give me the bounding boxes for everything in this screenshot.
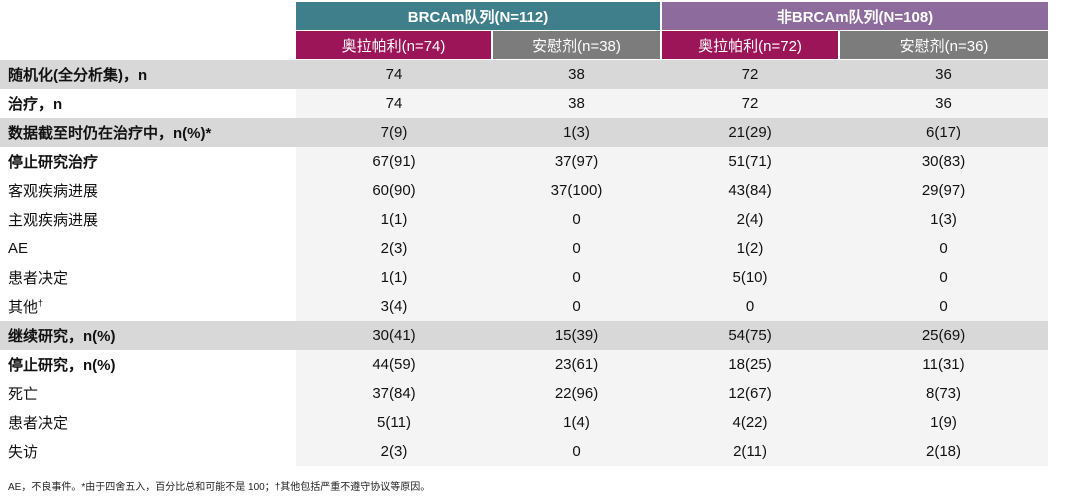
brcam-placebo-header: 安慰剂(n=38) bbox=[490, 30, 662, 60]
row-label: 其他† bbox=[0, 292, 296, 321]
cell-value: 2(3) bbox=[296, 437, 492, 466]
table-row: 客观疾病进展 60(90) 37(100) 43(84) 29(97) bbox=[0, 176, 1049, 205]
cell-value: 74 bbox=[296, 89, 492, 118]
cell-value: 36 bbox=[839, 59, 1049, 89]
cell-value: 5(10) bbox=[661, 263, 840, 292]
cell-value: 1(2) bbox=[661, 234, 840, 263]
table-row: 随机化(全分析集)，n 74 38 72 36 bbox=[0, 59, 1049, 89]
row-label: 停止研究，n(%) bbox=[0, 350, 296, 379]
row-label: 数据截至时仍在治疗中，n(%)* bbox=[0, 118, 296, 147]
cell-value: 4(22) bbox=[661, 408, 840, 437]
non-brcam-olaparib-header: 奥拉帕利(n=72) bbox=[660, 30, 840, 60]
table-row: 死亡 37(84) 22(96) 12(67) 8(73) bbox=[0, 379, 1049, 408]
cell-value: 2(18) bbox=[839, 437, 1049, 466]
table-row: 治疗，n 74 38 72 36 bbox=[0, 89, 1049, 118]
cell-value: 0 bbox=[492, 437, 662, 466]
cell-value: 72 bbox=[661, 89, 840, 118]
cell-value: 0 bbox=[839, 292, 1049, 321]
cell-value: 51(71) bbox=[661, 147, 840, 176]
cell-value: 1(4) bbox=[492, 408, 662, 437]
cell-value: 44(59) bbox=[296, 350, 492, 379]
cell-value: 0 bbox=[839, 263, 1049, 292]
cell-value: 0 bbox=[492, 205, 662, 234]
row-label: 患者决定 bbox=[0, 408, 296, 437]
results-table: BRCAm队列(N=112) 非BRCAm队列(N=108) 奥拉帕利(n=74… bbox=[0, 2, 1049, 466]
table-row: AE 2(3) 0 1(2) 0 bbox=[0, 234, 1049, 263]
non-brcam-cohort-header: 非BRCAm队列(N=108) bbox=[660, 2, 1049, 31]
cell-value: 3(4) bbox=[296, 292, 492, 321]
table-row: 其他† 3(4) 0 0 0 bbox=[0, 292, 1049, 321]
cell-value: 37(84) bbox=[296, 379, 492, 408]
cell-value: 7(9) bbox=[296, 118, 492, 147]
cell-value: 38 bbox=[492, 89, 662, 118]
header-blank bbox=[0, 30, 296, 60]
cell-value: 37(100) bbox=[492, 176, 662, 205]
table-row: 停止研究，n(%) 44(59) 23(61) 18(25) 11(31) bbox=[0, 350, 1049, 379]
cell-value: 18(25) bbox=[661, 350, 840, 379]
table-row: 继续研究，n(%) 30(41) 15(39) 54(75) 25(69) bbox=[0, 321, 1049, 350]
cell-value: 23(61) bbox=[492, 350, 662, 379]
cell-value: 2(3) bbox=[296, 234, 492, 263]
cell-value: 15(39) bbox=[492, 321, 662, 350]
cell-value: 60(90) bbox=[296, 176, 492, 205]
cell-value: 37(97) bbox=[492, 147, 662, 176]
cell-value: 25(69) bbox=[839, 321, 1049, 350]
cell-value: 72 bbox=[661, 59, 840, 89]
row-label: 继续研究，n(%) bbox=[0, 321, 296, 350]
row-label: 患者决定 bbox=[0, 263, 296, 292]
cell-value: 11(31) bbox=[839, 350, 1049, 379]
cell-value: 2(11) bbox=[661, 437, 840, 466]
cell-value: 0 bbox=[661, 292, 840, 321]
cell-value: 21(29) bbox=[661, 118, 840, 147]
subgroup-header-row: 奥拉帕利(n=74) 安慰剂(n=38) 奥拉帕利(n=72) 安慰剂(n=36… bbox=[0, 30, 1049, 60]
table-row: 失访 2(3) 0 2(11) 2(18) bbox=[0, 437, 1049, 466]
cell-value: 0 bbox=[492, 234, 662, 263]
cell-value: 43(84) bbox=[661, 176, 840, 205]
non-brcam-placebo-header: 安慰剂(n=36) bbox=[838, 30, 1049, 60]
table-row: 数据截至时仍在治疗中，n(%)* 7(9) 1(3) 21(29) 6(17) bbox=[0, 118, 1049, 147]
row-label: 主观疾病进展 bbox=[0, 205, 296, 234]
cell-value: 2(4) bbox=[661, 205, 840, 234]
row-label: 停止研究治疗 bbox=[0, 147, 296, 176]
header-blank bbox=[0, 2, 296, 31]
cell-value: 5(11) bbox=[296, 408, 492, 437]
row-label: 随机化(全分析集)，n bbox=[0, 59, 296, 89]
row-label: AE bbox=[0, 234, 296, 263]
cell-value: 1(1) bbox=[296, 263, 492, 292]
brcam-olaparib-header: 奥拉帕利(n=74) bbox=[296, 30, 492, 60]
row-label-text: 其他 bbox=[8, 299, 39, 316]
cell-value: 30(83) bbox=[839, 147, 1049, 176]
cell-value: 36 bbox=[839, 89, 1049, 118]
cell-value: 38 bbox=[492, 59, 662, 89]
row-label: 客观疾病进展 bbox=[0, 176, 296, 205]
row-label: 死亡 bbox=[0, 379, 296, 408]
cell-value: 74 bbox=[296, 59, 492, 89]
cell-value: 1(1) bbox=[296, 205, 492, 234]
footnote: AE，不良事件。*由于四舍五入，百分比总和可能不是 100；†其他包括严重不遵守… bbox=[8, 482, 431, 493]
cell-value: 0 bbox=[492, 292, 662, 321]
cell-value: 29(97) bbox=[839, 176, 1049, 205]
cell-value: 0 bbox=[839, 234, 1049, 263]
cell-value: 54(75) bbox=[661, 321, 840, 350]
row-label: 失访 bbox=[0, 437, 296, 466]
cell-value: 6(17) bbox=[839, 118, 1049, 147]
cell-value: 30(41) bbox=[296, 321, 492, 350]
cell-value: 67(91) bbox=[296, 147, 492, 176]
brcam-cohort-header: BRCAm队列(N=112) bbox=[296, 2, 662, 31]
cell-value: 0 bbox=[492, 263, 662, 292]
group-header-row: BRCAm队列(N=112) 非BRCAm队列(N=108) bbox=[0, 2, 1049, 31]
cell-value: 8(73) bbox=[839, 379, 1049, 408]
table-row: 患者决定 5(11) 1(4) 4(22) 1(9) bbox=[0, 408, 1049, 437]
cell-value: 12(67) bbox=[661, 379, 840, 408]
cell-value: 22(96) bbox=[492, 379, 662, 408]
cell-value: 1(9) bbox=[839, 408, 1049, 437]
table-row: 患者决定 1(1) 0 5(10) 0 bbox=[0, 263, 1049, 292]
row-label: 治疗，n bbox=[0, 89, 296, 118]
table-row: 主观疾病进展 1(1) 0 2(4) 1(3) bbox=[0, 205, 1049, 234]
cell-value: 1(3) bbox=[492, 118, 662, 147]
dagger-mark: † bbox=[38, 298, 44, 308]
table-row: 停止研究治疗 67(91) 37(97) 51(71) 30(83) bbox=[0, 147, 1049, 176]
cell-value: 1(3) bbox=[839, 205, 1049, 234]
